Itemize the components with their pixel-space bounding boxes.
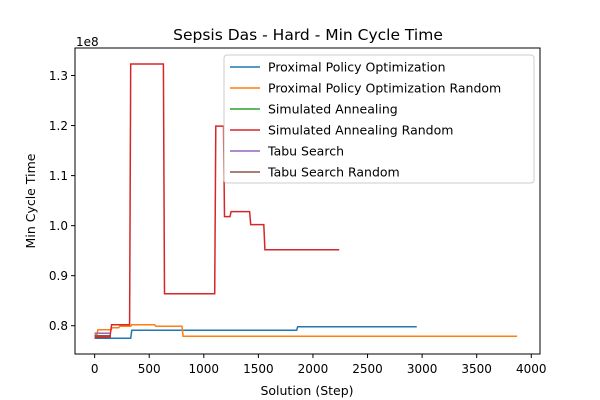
x-tick-label-5: 2500 (352, 362, 383, 376)
plot-frame (74, 47, 541, 355)
series-line-1 (94, 323, 518, 337)
series-line-0 (94, 325, 417, 339)
legend-label-2: Simulated Annealing (268, 102, 398, 117)
y-tick-label-2: 1.0 (49, 219, 68, 233)
chart-title: Sepsis Das - Hard - Min Cycle Time (173, 26, 443, 44)
x-tick-label-3: 1500 (243, 362, 274, 376)
x-tick-label-0: 0 (91, 362, 99, 376)
y-offset-label: 1e8 (76, 35, 99, 49)
x-tick-label-2: 1000 (189, 362, 220, 376)
legend-label-3: Simulated Annealing Random (268, 123, 453, 138)
x-tick-label-6: 3000 (407, 362, 438, 376)
series-line-3 (94, 63, 340, 338)
y-tick-label-4: 1.2 (49, 119, 68, 133)
y-axis-label: Min Cycle Time (23, 153, 38, 248)
x-axis-ticks: 0 500 1000 1500 2000 2500 3000 3500 4000 (91, 354, 547, 376)
x-axis-label: Solution (Step) (260, 383, 353, 398)
y-tick-label-5: 1.3 (49, 69, 68, 83)
x-tick-label-1: 500 (138, 362, 161, 376)
y-tick-label-0: 0.8 (49, 319, 68, 333)
legend-label-4: Tabu Search (267, 144, 344, 159)
x-tick-label-4: 2000 (298, 362, 329, 376)
legend-label-5: Tabu Search Random (267, 165, 400, 180)
y-axis-ticks: 0.8 0.9 1.0 1.1 1.2 1.3 (49, 69, 75, 333)
x-tick-label-7: 3500 (461, 362, 492, 376)
legend-label-1: Proximal Policy Optimization Random (268, 81, 501, 96)
legend-frame (223, 54, 535, 184)
y-tick-label-1: 0.9 (49, 269, 68, 283)
x-tick-label-8: 4000 (516, 362, 547, 376)
legend-items: Proximal Policy Optimization Proximal Pol… (230, 60, 501, 180)
y-tick-label-3: 1.1 (49, 169, 68, 183)
series-layer (94, 63, 518, 339)
legend: Proximal Policy Optimization Proximal Pol… (223, 54, 535, 184)
legend-label-0: Proximal Policy Optimization (268, 60, 446, 75)
